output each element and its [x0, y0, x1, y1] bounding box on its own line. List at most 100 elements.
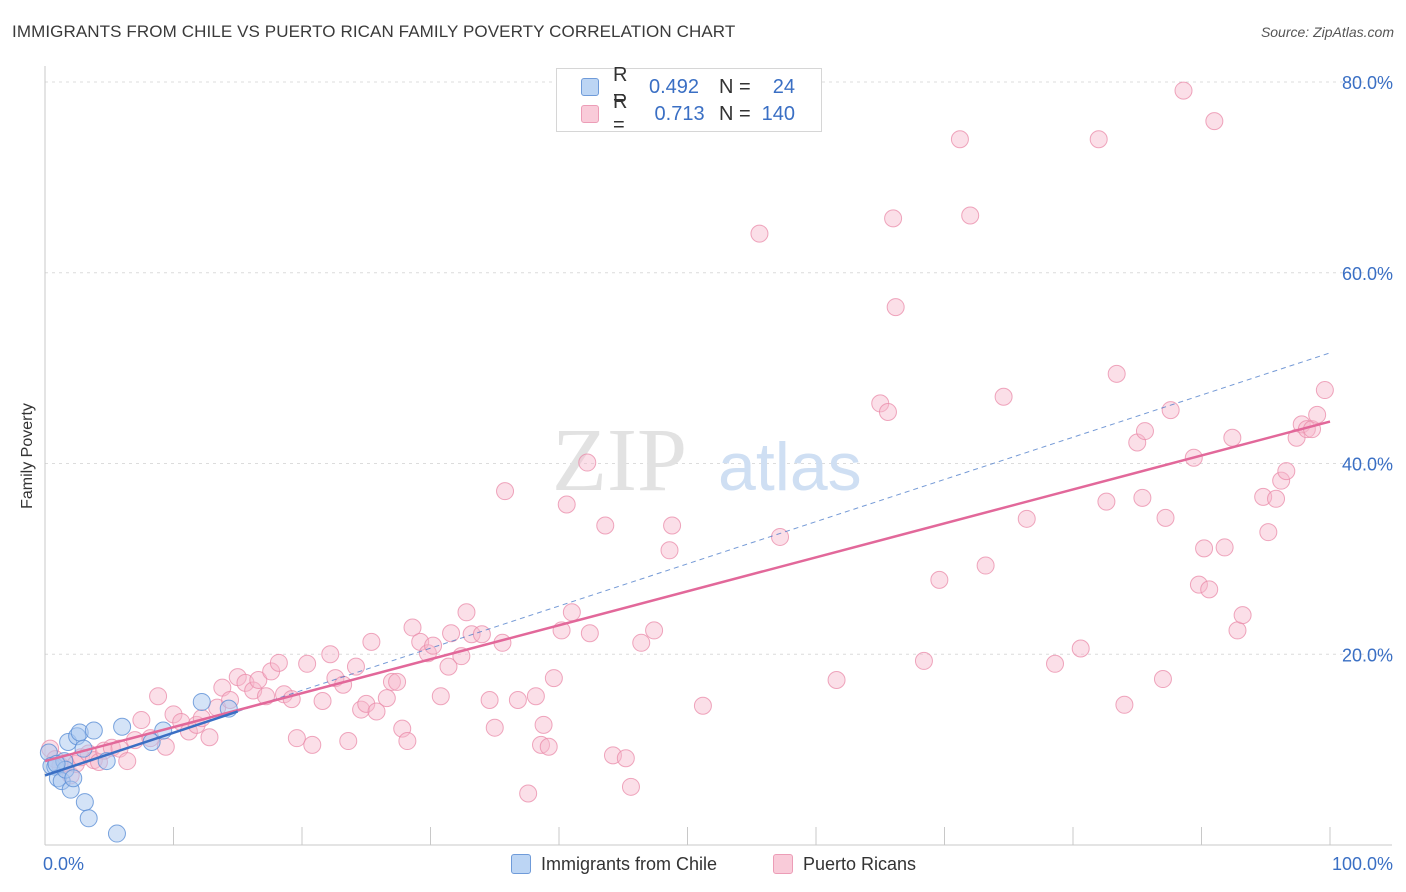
pr-point	[1233, 606, 1252, 625]
pr-point	[596, 516, 615, 535]
pr-point	[442, 624, 461, 643]
pr-point	[249, 671, 268, 690]
pr-point	[544, 669, 563, 688]
pr-point	[269, 653, 288, 672]
y-tick-label: 40.0%	[1342, 455, 1393, 475]
x-tick-label: 100.0%	[1332, 854, 1393, 874]
chile-point	[192, 692, 211, 711]
y-tick-label: 20.0%	[1342, 645, 1393, 665]
pr-point	[580, 624, 599, 643]
pr-point	[1156, 508, 1175, 527]
pr-point	[439, 657, 458, 676]
pr-point	[1200, 580, 1219, 599]
stats-row-puerto-ricans: R = 0.713 N = 140	[581, 91, 795, 136]
stats-row-chile: R = 0.492 N = 24	[581, 64, 795, 109]
pr-point	[693, 696, 712, 715]
pr-point	[377, 689, 396, 708]
pr-point	[884, 209, 903, 228]
pr-point	[976, 556, 995, 575]
pr-point	[1195, 539, 1214, 558]
pr-point	[1223, 428, 1242, 447]
chile-point	[107, 824, 126, 843]
pr-point	[1215, 538, 1234, 557]
pr-point	[771, 527, 790, 546]
pr-point	[398, 732, 417, 751]
pr-point	[994, 387, 1013, 406]
pr-point	[616, 749, 635, 768]
chile-legend-swatch	[511, 854, 531, 874]
pr-point	[149, 687, 168, 706]
pr-point	[1135, 422, 1154, 441]
pr-point	[118, 752, 137, 771]
pr-point	[431, 687, 450, 706]
pr-point	[480, 691, 499, 710]
chile-legend-label: Immigrants from Chile	[541, 853, 718, 874]
n-label: N =	[719, 75, 751, 98]
axis-layer	[44, 66, 1392, 846]
pr-swatch	[581, 105, 599, 123]
pr-point	[1259, 523, 1278, 542]
y-tick-label: 60.0%	[1342, 264, 1393, 284]
pr-point	[562, 603, 581, 622]
tick-labels: 20.0% 40.0% 60.0% 80.0% 0.0% 100.0%	[43, 73, 1393, 874]
pr-point	[878, 402, 897, 421]
pr-point	[950, 130, 969, 149]
pr-point	[914, 651, 933, 670]
grid-layer	[45, 81, 1392, 655]
pr-point	[1277, 462, 1296, 481]
pr-point	[621, 777, 640, 796]
pr-point	[1189, 575, 1208, 594]
pr-point	[557, 495, 576, 514]
pr-point	[1308, 405, 1327, 424]
pr-point	[526, 687, 545, 706]
pr-point	[827, 671, 846, 690]
chile-point	[79, 809, 98, 828]
source-label: Source: ZipAtlas.com	[1260, 24, 1394, 40]
pr-point	[508, 691, 527, 710]
pr-point	[1205, 112, 1224, 131]
pr-point	[1071, 639, 1090, 658]
pr-point	[578, 453, 597, 472]
legend-item-puerto-ricans[interactable]: Puerto Ricans	[773, 852, 916, 876]
r-label: R =	[613, 91, 628, 136]
pr-point	[339, 732, 358, 751]
pr-point	[1174, 81, 1193, 100]
pr-point	[632, 633, 651, 652]
pr-point	[1161, 401, 1180, 420]
r-value: 0.492	[649, 75, 700, 98]
pr-point	[534, 715, 553, 734]
pr-point	[362, 632, 381, 651]
legend-item-chile[interactable]: Immigrants from Chile	[511, 852, 717, 876]
pr-point	[357, 694, 376, 713]
pr-point	[303, 735, 322, 754]
pr-point	[645, 621, 664, 640]
chile-point	[64, 769, 83, 788]
n-value: 24	[772, 75, 795, 98]
pr-point	[132, 711, 151, 730]
watermark: ZIP atlas	[552, 411, 862, 510]
chile-trend-extension	[237, 352, 1331, 712]
pr-point	[352, 700, 371, 719]
pr-trend-line	[44, 420, 1331, 763]
pr-point	[1315, 381, 1334, 400]
pr-point	[1153, 670, 1172, 689]
pr-point	[1115, 695, 1134, 714]
chile-trend-line	[44, 710, 239, 777]
pr-legend-swatch	[773, 854, 793, 874]
n-value: 140	[761, 102, 795, 125]
pr-point	[200, 728, 219, 747]
n-label: N =	[719, 102, 751, 125]
r-value: 0.713	[649, 102, 705, 125]
chile-swatch	[581, 78, 599, 96]
x-tick-label: 0.0%	[43, 854, 84, 874]
r-label: R =	[613, 64, 628, 109]
pr-point	[313, 691, 332, 710]
pr-point	[457, 603, 476, 622]
pr-point	[750, 224, 769, 243]
pr-point	[367, 702, 386, 721]
pr-point	[403, 618, 422, 637]
watermark-zip: ZIP	[552, 411, 687, 510]
pr-point	[930, 570, 949, 589]
pr-point	[1046, 654, 1065, 673]
watermark-atlas: atlas	[718, 429, 862, 505]
